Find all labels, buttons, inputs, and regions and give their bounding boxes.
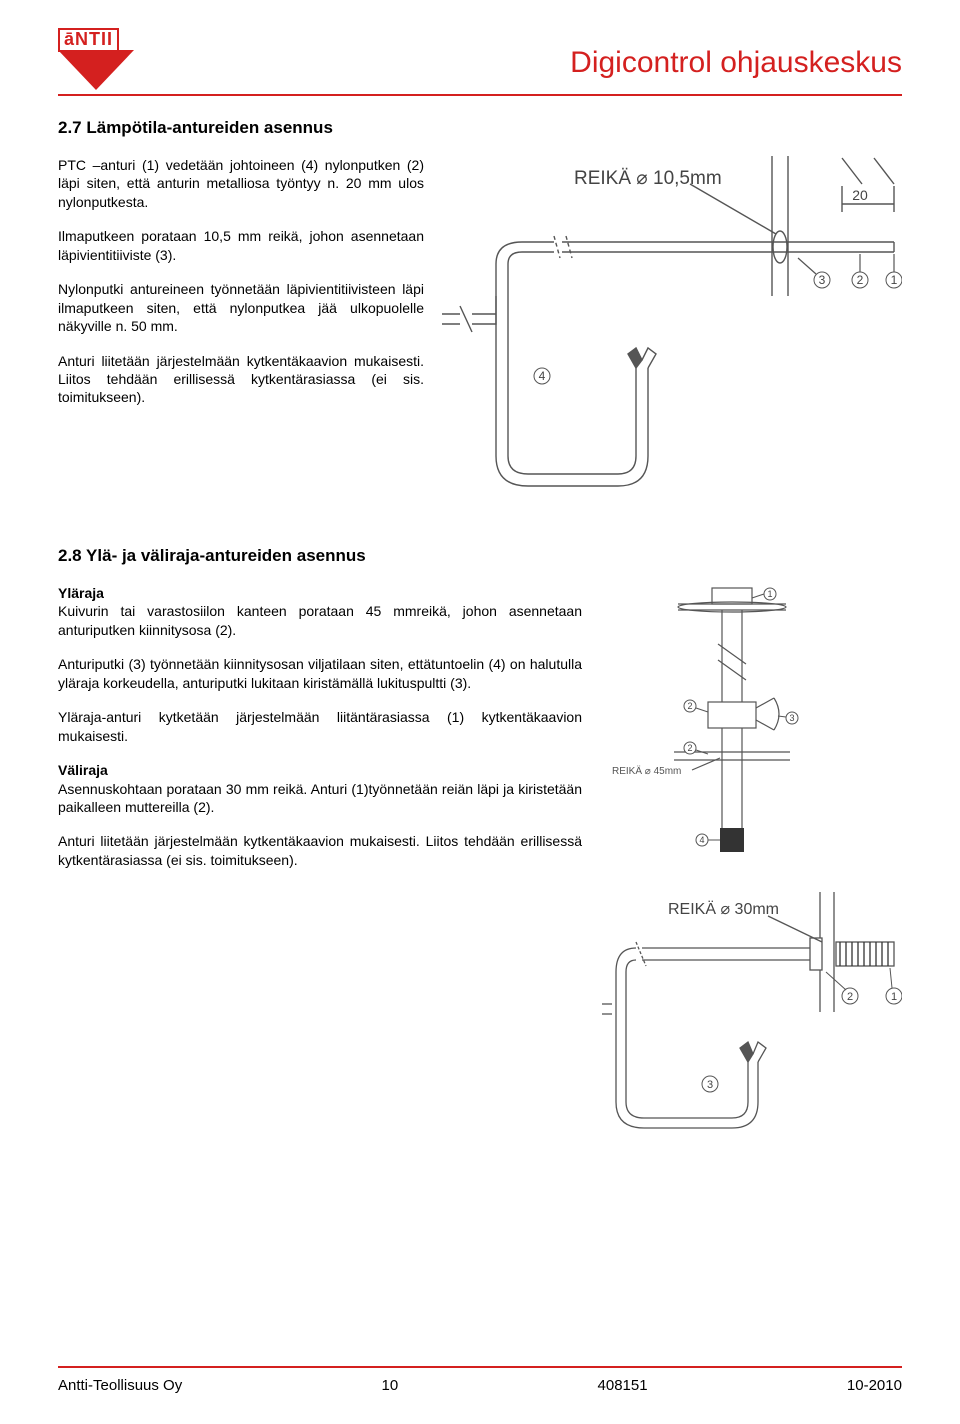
p: Nylonputki antureineen työnnetään läpivi… [58,280,424,335]
svg-text:1: 1 [891,273,898,287]
brand-triangle-icon [58,50,134,90]
svg-text:3: 3 [819,273,826,287]
svg-text:2: 2 [687,701,692,711]
section-27-text: PTC –anturi (1) vedetään johtoineen (4) … [58,156,424,496]
p: Ilmaputkeen porataan 10,5 mm reikä, joho… [58,227,424,264]
p: Anturi liitetään järjestelmään kytkentäk… [58,352,424,407]
footer: Antti-Teollisuus Oy 10 408151 10-2010 [58,1377,902,1394]
svg-text:4: 4 [539,369,546,383]
valiraja-heading: Väliraja [58,761,582,779]
brand-logo: āNTII [58,28,134,90]
figure-28b: REIKÄ ⌀ 30mm 1 2 3 [602,892,902,1142]
svg-text:2: 2 [687,743,692,753]
section-28-body: YlärajaKuivurin tai varastosiilon kantee… [58,584,902,1142]
p: Anturi liitetään järjestelmään kytkentäk… [58,832,582,869]
footer-company: Antti-Teollisuus Oy [58,1377,182,1394]
heading-27: 2.7 Lämpötila-antureiden asennus [58,118,902,138]
hole-label: REIKÄ ⌀ 10,5mm [574,168,722,189]
footer-rev: 10-2010 [847,1377,902,1394]
hole-label-45: REIKÄ ⌀ 45mm [612,765,681,777]
svg-text:2: 2 [857,273,864,287]
ylaraja-heading: Yläraja [58,584,582,602]
header-rule [58,94,902,96]
hole-label-30: REIKÄ ⌀ 30mm [668,900,779,918]
p: PTC –anturi (1) vedetään johtoineen (4) … [58,156,424,211]
svg-text:1: 1 [767,589,772,599]
svg-text:3: 3 [707,1079,713,1091]
dim-20: 20 [852,187,868,203]
svg-text:1: 1 [891,991,897,1003]
section-28-figures: REIKÄ ⌀ 45mm 1 2 3 2 4 [602,584,902,1142]
footer-rule [58,1366,902,1368]
p: YlärajaKuivurin tai varastosiilon kantee… [58,584,582,639]
p: Anturiputki (3) työnnetään kiinnitysosan… [58,655,582,692]
svg-text:4: 4 [699,835,704,845]
figure-28a: REIKÄ ⌀ 45mm 1 2 3 2 4 [602,584,882,864]
svg-text:3: 3 [789,713,794,723]
section-28-text: YlärajaKuivurin tai varastosiilon kantee… [58,584,582,1142]
document-title: Digicontrol ohjauskeskus [570,46,902,80]
header: āNTII Digicontrol ohjauskeskus [58,28,902,90]
figure-27: REIKÄ ⌀ 10,5mm 20 3 2 1 4 [442,156,902,496]
p: VälirajaAsennuskohtaan porataan 30 mm re… [58,761,582,816]
footer-page: 10 [382,1377,399,1394]
section-27-body: PTC –anturi (1) vedetään johtoineen (4) … [58,156,902,496]
p: Yläraja-anturi kytketään järjestelmään l… [58,708,582,745]
brand-name: āNTII [58,28,119,52]
heading-28: 2.8 Ylä- ja väliraja-antureiden asennus [58,546,902,566]
footer-docno: 408151 [598,1377,648,1394]
svg-text:2: 2 [847,991,853,1003]
